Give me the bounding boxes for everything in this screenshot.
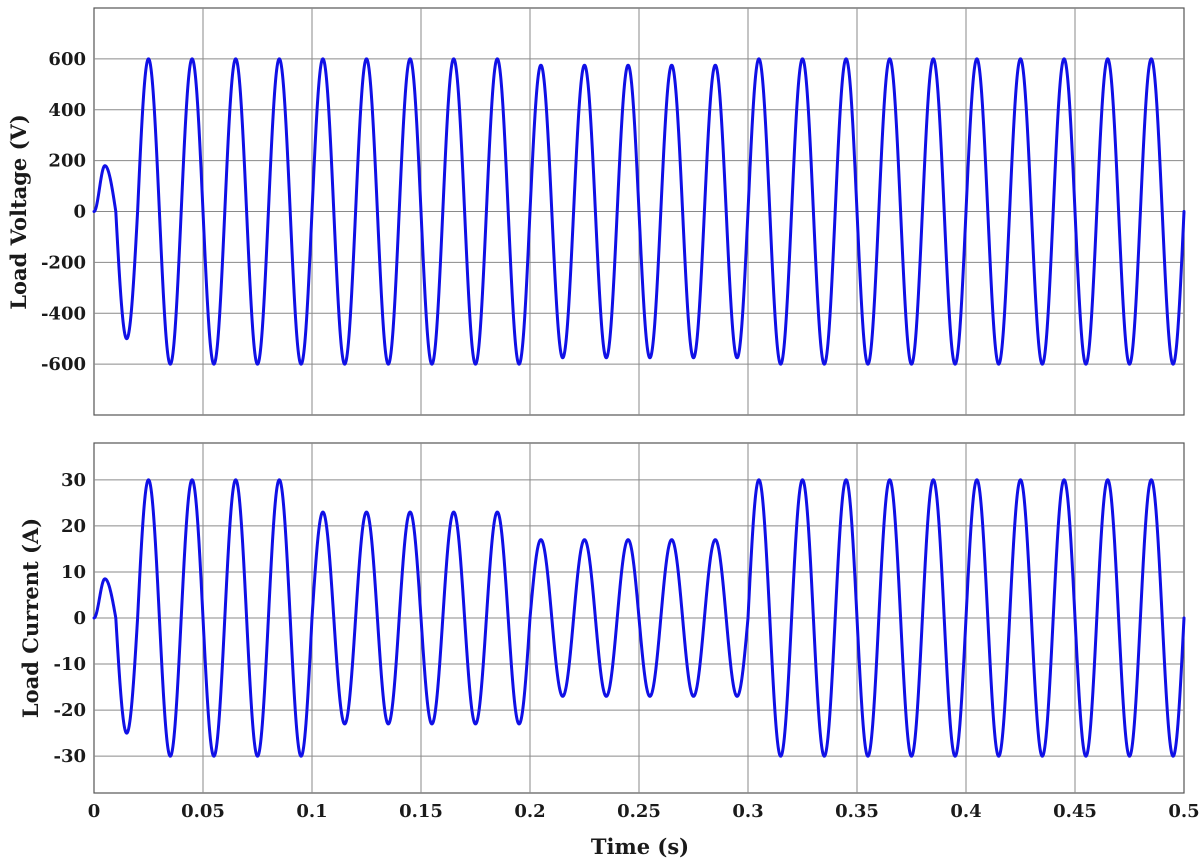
x-tick-label: 0.45: [1053, 801, 1097, 822]
current-y-tick-label: -20: [53, 700, 86, 721]
x-tick-label: 0.05: [181, 801, 225, 822]
voltage-y-tick-label: 0: [73, 202, 86, 223]
current-trace: [92, 478, 1186, 758]
voltage-y-tick-label: 400: [48, 100, 86, 121]
x-tick-label: 0.25: [617, 801, 661, 822]
x-tick-label: 0.5: [1168, 801, 1199, 822]
current-y-axis-title: Load Current (A): [18, 518, 43, 718]
x-tick-label: 0: [88, 801, 101, 822]
current-y-tick-labels: -30 -20 -10 0 10 20 30: [53, 470, 86, 767]
x-axis-title: Time (s): [591, 834, 689, 859]
x-tick-label: 0.15: [399, 801, 443, 822]
current-series-line: [92, 478, 1186, 758]
current-y-tick-label: 10: [61, 562, 86, 583]
current-y-tick-label: 0: [73, 608, 86, 629]
x-tick-label: 0.2: [514, 801, 545, 822]
voltage-y-tick-labels: -600 -400 -200 0 200 400 600: [41, 49, 86, 375]
voltage-y-tick-label: -400: [41, 303, 86, 324]
current-x-tick-labels: 0 0.05 0.1 0.15 0.2 0.25 0.3 0.35 0.4 0.45 0.5: [88, 801, 1200, 822]
voltage-y-axis-title: Load Voltage (V): [6, 114, 31, 310]
x-tick-label: 0.1: [296, 801, 327, 822]
voltage-y-tick-label: -600: [41, 354, 86, 375]
voltage-grid: [94, 8, 1184, 415]
current-y-tick-label: -10: [53, 654, 86, 675]
voltage-panel: -600 -400 -200 0 200 400 600 Load Voltage (V): [6, 7, 1186, 416]
voltage-y-tick-label: 600: [48, 49, 86, 70]
x-tick-label: 0.3: [732, 801, 763, 822]
voltage-trace: [92, 57, 1186, 366]
current-y-tick-label: -30: [53, 746, 86, 767]
voltage-y-tick-label: -200: [41, 252, 86, 273]
voltage-y-tick-label: 200: [48, 151, 86, 172]
x-tick-label: 0.4: [950, 801, 981, 822]
current-y-tick-label: 20: [61, 516, 86, 537]
current-y-tick-label: 30: [61, 470, 86, 491]
voltage-series-line: [92, 57, 1186, 366]
x-tick-label: 0.35: [835, 801, 879, 822]
